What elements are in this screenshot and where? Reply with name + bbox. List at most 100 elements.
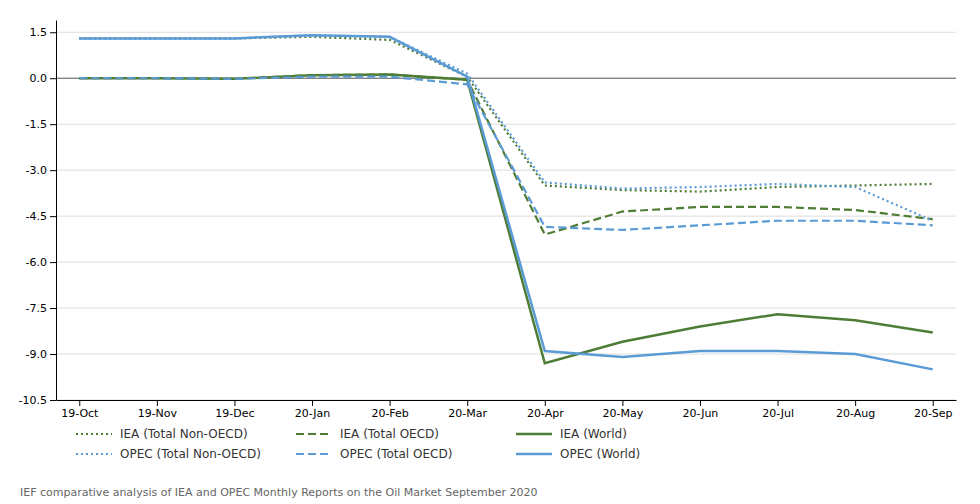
x-tick: 19-Oct [61, 400, 99, 420]
grid-line [56, 262, 956, 263]
x-tick-mark [390, 400, 391, 406]
x-tick-mark [855, 400, 856, 406]
x-tick-label: 20-Mar [448, 407, 487, 420]
legend-item: IEA (Total Non-OECD) [76, 427, 248, 441]
grid-line [56, 124, 956, 125]
grid-line [56, 170, 956, 171]
x-tick: 20-May [603, 400, 644, 420]
legend-label: OPEC (Total Non-OECD) [120, 447, 261, 461]
legend-swatch [296, 433, 332, 435]
x-tick-mark [234, 400, 235, 406]
grid-line [56, 32, 956, 33]
series-line [79, 35, 932, 369]
y-tick: -7.5 [26, 302, 56, 315]
x-tick: 20-Jun [683, 400, 719, 420]
legend-swatch [516, 433, 552, 436]
legend: IEA (Total Non-OECD) IEA (Total OECD) IEA … [76, 427, 640, 461]
y-tick-mark [50, 124, 56, 125]
x-tick: 20-Jan [295, 400, 331, 420]
legend-swatch [296, 453, 332, 455]
x-tick-mark [778, 400, 779, 406]
legend-item: OPEC (World) [516, 447, 640, 461]
y-tick-mark [50, 308, 56, 309]
y-tick-mark [50, 400, 56, 401]
y-tick-label: -10.5 [19, 394, 47, 407]
legend-item: OPEC (Total OECD) [296, 447, 452, 461]
x-tick-label: 19-Oct [61, 407, 99, 420]
x-tick-label: 20-Feb [371, 407, 408, 420]
lines [79, 35, 932, 369]
y-tick-mark [50, 78, 56, 79]
y-tick: -6.0 [26, 256, 56, 269]
y-tick-label: 0.0 [30, 72, 48, 85]
y-tick-label: 1.5 [30, 26, 48, 39]
x-tick-label: 20-Aug [836, 407, 875, 420]
x-tick-mark [545, 400, 546, 406]
series-line [79, 37, 932, 192]
grid [56, 32, 956, 400]
y-tick-label: -4.5 [26, 210, 47, 223]
legend-swatch [76, 453, 112, 455]
x-tick: 20-Jul [762, 400, 794, 420]
x-tick-mark [467, 400, 468, 406]
x-tick: 20-Sep [914, 400, 953, 420]
x-tick: 20-Aug [836, 400, 875, 420]
x-axis-line [57, 400, 957, 401]
legend-label: OPEC (World) [560, 447, 640, 461]
y-tick-label: -1.5 [26, 118, 47, 131]
legend-label: IEA (Total OECD) [340, 427, 439, 441]
y-tick: -4.5 [26, 210, 56, 223]
grid-line [56, 308, 956, 309]
y-tick-label: -9.0 [26, 348, 47, 361]
y-tick-label: -6.0 [26, 256, 47, 269]
x-tick: 19-Nov [138, 400, 178, 420]
x-tick-mark [79, 400, 80, 406]
x-tick-label: 19-Dec [215, 407, 254, 420]
legend-swatch [516, 453, 552, 456]
x-tick-mark [312, 400, 313, 406]
y-tick-mark [50, 32, 56, 33]
legend-label: OPEC (Total OECD) [340, 447, 452, 461]
x-tick-label: 20-Jul [762, 407, 794, 420]
x-tick-mark [933, 400, 934, 406]
series-line [79, 35, 932, 220]
y-tick-label: -7.5 [26, 302, 47, 315]
y-tick: 0.0 [30, 72, 57, 85]
legend-swatch [76, 433, 112, 435]
x-tick-label: 19-Nov [138, 407, 178, 420]
x-tick: 20-Mar [448, 400, 487, 420]
y-tick: -9.0 [26, 348, 56, 361]
plot: 1.5 0.0 -1.5 -3.0 -4.5 -6.0 -7.5 -9.0 -10.5 19-Oc… [19, 21, 957, 420]
x-tick-label: 20-Jan [295, 407, 331, 420]
y-axis: 1.5 0.0 -1.5 -3.0 -4.5 -6.0 -7.5 -9.0 -10.5 [19, 21, 57, 408]
x-tick-label: 20-May [603, 407, 644, 420]
grid-line [56, 400, 956, 401]
y-tick-label: -3.0 [26, 164, 47, 177]
x-tick: 19-Dec [215, 400, 254, 420]
legend-label: IEA (World) [560, 427, 627, 441]
y-tick: -1.5 [26, 118, 56, 131]
legend-label: IEA (Total Non-OECD) [120, 427, 248, 441]
x-tick: 20-Apr [527, 400, 564, 420]
x-tick-mark [157, 400, 158, 406]
y-tick: -10.5 [19, 394, 56, 407]
y-tick: -3.0 [26, 164, 56, 177]
x-tick-mark [622, 400, 623, 406]
y-tick-mark [50, 262, 56, 263]
x-tick-mark [700, 400, 701, 406]
y-axis-line [56, 21, 57, 401]
x-axis: 19-Oct 19-Nov 19-Dec 20-Jan 20-Feb 20-Mar 20-A… [57, 400, 957, 420]
y-tick-mark [50, 216, 56, 217]
x-tick: 20-Feb [371, 400, 408, 420]
y-tick-mark [50, 170, 56, 171]
y-tick: 1.5 [30, 26, 57, 39]
series-line [79, 77, 932, 230]
legend-item: OPEC (Total Non-OECD) [76, 447, 261, 461]
footnote: IEF comparative analysis of IEA and OPEC… [20, 486, 537, 499]
legend-item: IEA (Total OECD) [296, 427, 439, 441]
x-tick-label: 20-Jun [683, 407, 719, 420]
y-tick-mark [50, 354, 56, 355]
x-tick-label: 20-Sep [914, 407, 953, 420]
x-tick-label: 20-Apr [527, 407, 564, 420]
chart: 1.5 0.0 -1.5 -3.0 -4.5 -6.0 -7.5 -9.0 -10.5 19-Oc… [0, 0, 980, 504]
